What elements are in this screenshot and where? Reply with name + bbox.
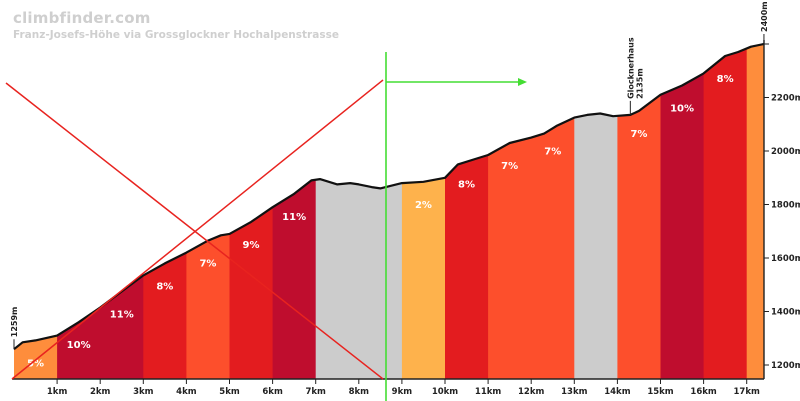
gradient-label: 11% [282,212,306,223]
annotation-label: 1259m [10,307,19,338]
profile-line [13,42,765,351]
gradient-segment-4 [229,44,274,379]
gradient-segment-11 [617,44,661,379]
gradient-label: 5% [27,358,44,369]
x-tick-label: 10km [432,387,458,397]
annotation-sublabel: 2135m [635,68,644,99]
y-tick-label: 2200m [771,94,800,104]
x-tick-label: 14km [604,387,630,397]
y-tick-label: 1800m [771,201,800,211]
x-tick-label: 3km [133,387,154,397]
gradient-label: 7% [199,259,216,270]
gradient-segment-10 [574,44,618,379]
x-tick-label: 2km [90,387,111,397]
x-tick-label: 15km [647,387,673,397]
gradient-label: 10% [670,103,694,114]
gradient-segment-12 [660,44,705,379]
gradient-label: 9% [243,240,260,251]
gradient-segment-13 [703,44,748,379]
x-tick-label: 8km [349,387,370,397]
annotation-label: 2400m [760,1,769,32]
gradient-label: 7% [544,146,561,157]
overlay-marks [5,52,527,401]
x-tick-label: 7km [305,387,326,397]
gradient-label: 8% [156,281,173,292]
x-tick-label: 11km [475,387,501,397]
x-tick-label: 13km [561,387,587,397]
y-tick-label: 2000m [771,147,800,157]
gradient-segment-6 [315,44,403,379]
gradient-label: 8% [717,74,734,85]
gradient-segment-2 [143,44,187,379]
y-tick-label: 1200m [771,361,800,371]
x-tick-label: 6km [262,387,283,397]
gradient-label: 2% [415,200,432,211]
x-tick-label: 5km [219,387,240,397]
y-tick-label: 1600m [771,254,800,264]
gradient-label: 7% [501,161,518,172]
gradient-segment-14 [746,44,764,379]
gradient-segment-0 [14,44,58,379]
gradient-label: 7% [630,129,647,140]
x-tick-label: 17km [734,387,760,397]
gradient-segment-1 [57,44,144,379]
x-tick-label: 16km [690,387,716,397]
gradient-label: 8% [458,180,475,191]
brand-logo-text: climbfinder.com [13,9,151,27]
x-tick-label: 4km [176,387,197,397]
gradient-segment-9 [488,44,575,379]
y-tick-label: 1400m [771,308,800,318]
x-tick-label: 12km [518,387,544,397]
gradient-segment-7 [401,44,446,379]
x-tick-label: 1km [47,387,68,397]
gradient-label: 10% [67,340,91,351]
gradient-segment-3 [186,44,230,379]
x-tick-label: 9km [392,387,413,397]
annotation-label: Glocknerhaus [626,37,635,99]
gradient-label: 11% [110,309,134,320]
chart-title: Franz-Josefs-Höhe via Grossglockner Hoch… [13,29,339,41]
